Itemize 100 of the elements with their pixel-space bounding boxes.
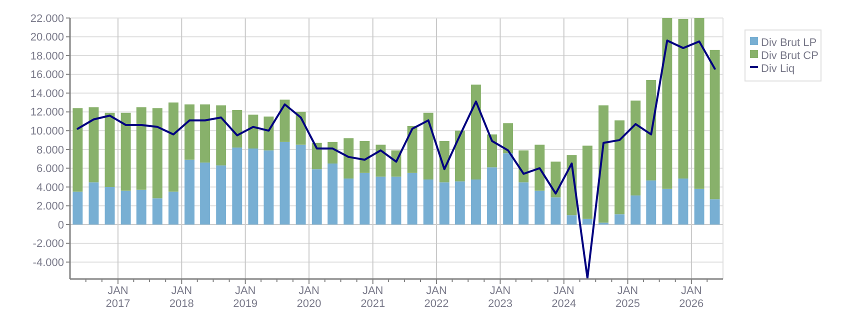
x-tick-label: JAN 2017 bbox=[106, 285, 130, 310]
bar bbox=[360, 140, 370, 173]
bar bbox=[662, 18, 672, 189]
bar bbox=[152, 108, 162, 198]
legend-label: Div Brut LP bbox=[761, 36, 817, 49]
bar bbox=[184, 160, 194, 225]
bar bbox=[312, 169, 322, 225]
legend-label: Div Liq bbox=[761, 62, 795, 75]
bar bbox=[88, 107, 99, 182]
bar bbox=[184, 104, 194, 160]
bar bbox=[630, 195, 641, 225]
bar bbox=[200, 162, 210, 225]
bar bbox=[232, 110, 242, 148]
bar bbox=[439, 182, 450, 225]
bar bbox=[312, 142, 322, 170]
bar bbox=[614, 214, 625, 225]
bar bbox=[104, 112, 115, 187]
bar bbox=[470, 179, 481, 225]
bar bbox=[598, 105, 608, 223]
x-tick-label: JAN 2018 bbox=[169, 285, 194, 310]
bar bbox=[72, 192, 83, 225]
y-tick-label: -4.000 bbox=[32, 256, 64, 269]
x-tick-label: JAN 2024 bbox=[552, 285, 576, 310]
bar bbox=[344, 178, 354, 225]
bar bbox=[662, 188, 672, 225]
bar bbox=[550, 197, 561, 225]
bar bbox=[710, 199, 720, 225]
bar bbox=[88, 182, 99, 225]
bar bbox=[168, 192, 178, 225]
bar bbox=[376, 144, 386, 177]
bar bbox=[120, 190, 131, 225]
y-tick-label: 18.000 bbox=[30, 50, 64, 62]
bar bbox=[296, 144, 306, 225]
bar bbox=[264, 150, 274, 225]
bar bbox=[407, 126, 418, 173]
x-tick-label: JAN 2020 bbox=[296, 285, 322, 310]
bar bbox=[518, 182, 529, 225]
bar bbox=[136, 107, 146, 190]
bar bbox=[104, 186, 115, 225]
bar bbox=[280, 142, 290, 225]
y-tick-label: 22.000 bbox=[30, 12, 64, 25]
bar bbox=[72, 108, 83, 192]
bar bbox=[360, 172, 370, 225]
bar bbox=[407, 172, 418, 225]
bar bbox=[678, 18, 688, 179]
bar bbox=[200, 104, 210, 163]
x-tick-label: JAN 2022 bbox=[424, 285, 449, 310]
bar bbox=[391, 176, 402, 225]
bar bbox=[503, 153, 514, 225]
bar bbox=[614, 120, 625, 214]
bar bbox=[454, 181, 465, 225]
y-tick-label: 20.000 bbox=[30, 32, 64, 44]
bar bbox=[678, 178, 688, 225]
y-tick-label: -2.000 bbox=[32, 238, 64, 250]
x-tick-label: JAN 2025 bbox=[616, 285, 640, 310]
y-tick-label: 10.000 bbox=[30, 126, 64, 138]
bar bbox=[646, 180, 656, 225]
bar bbox=[534, 144, 545, 191]
bar bbox=[232, 148, 242, 225]
bar bbox=[694, 188, 704, 225]
y-tick-label: 8.000 bbox=[36, 144, 64, 156]
x-tick-label: JAN 2026 bbox=[679, 285, 704, 310]
y-tick-label: 6.000 bbox=[36, 163, 64, 176]
y-tick-label: 12.000 bbox=[30, 106, 64, 119]
bar bbox=[630, 100, 641, 196]
bar bbox=[487, 134, 497, 168]
bar bbox=[582, 146, 592, 219]
bar bbox=[518, 150, 529, 182]
bar bbox=[503, 123, 514, 154]
bar bbox=[534, 190, 545, 225]
bar bbox=[582, 218, 592, 225]
bar bbox=[423, 112, 434, 180]
bar bbox=[376, 176, 386, 225]
bar bbox=[120, 112, 131, 191]
x-tick-label: JAN 2019 bbox=[233, 285, 258, 310]
y-tick-label: 2.000 bbox=[36, 200, 64, 213]
bar bbox=[248, 148, 258, 225]
x-tick-label: JAN 2023 bbox=[488, 285, 512, 310]
bar bbox=[470, 84, 481, 180]
bar bbox=[423, 179, 434, 225]
bar bbox=[216, 165, 226, 225]
bar bbox=[646, 80, 656, 180]
bar bbox=[487, 167, 497, 225]
bar bbox=[248, 114, 258, 148]
bar bbox=[216, 105, 226, 166]
bar bbox=[168, 102, 178, 192]
line-series bbox=[76, 40, 716, 280]
bar bbox=[328, 164, 338, 225]
y-tick-label: 0 bbox=[58, 219, 64, 232]
x-tick-label: JAN 2021 bbox=[360, 285, 386, 310]
bar bbox=[136, 190, 146, 225]
bar bbox=[152, 198, 162, 225]
y-tick-label: 16.000 bbox=[30, 69, 64, 82]
bar bbox=[710, 50, 720, 200]
bar bbox=[694, 18, 704, 189]
y-tick-label: 4.000 bbox=[36, 182, 64, 194]
bar bbox=[344, 138, 354, 179]
bar bbox=[264, 116, 274, 150]
bar bbox=[566, 215, 577, 225]
bar bbox=[454, 130, 465, 182]
